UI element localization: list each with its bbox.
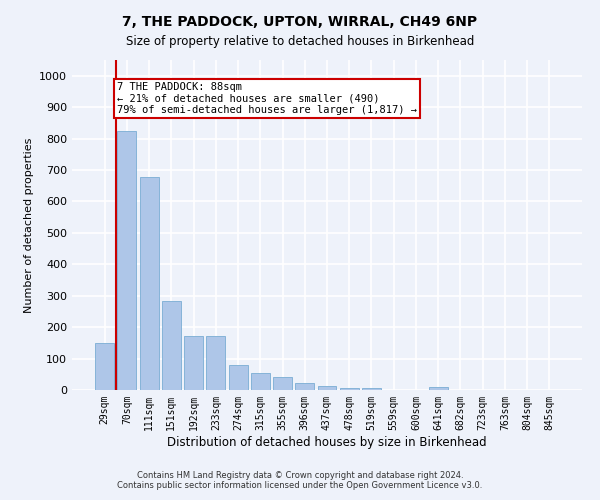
Y-axis label: Number of detached properties: Number of detached properties <box>23 138 34 312</box>
Bar <box>206 336 225 390</box>
Text: Contains HM Land Registry data © Crown copyright and database right 2024.
Contai: Contains HM Land Registry data © Crown c… <box>118 470 482 490</box>
Text: 7, THE PADDOCK, UPTON, WIRRAL, CH49 6NP: 7, THE PADDOCK, UPTON, WIRRAL, CH49 6NP <box>122 15 478 29</box>
Bar <box>140 177 158 390</box>
Bar <box>162 301 181 390</box>
Bar <box>184 336 203 390</box>
Bar <box>317 386 337 390</box>
Text: 7 THE PADDOCK: 88sqm
← 21% of detached houses are smaller (490)
79% of semi-deta: 7 THE PADDOCK: 88sqm ← 21% of detached h… <box>117 82 417 115</box>
Text: Size of property relative to detached houses in Birkenhead: Size of property relative to detached ho… <box>126 35 474 48</box>
X-axis label: Distribution of detached houses by size in Birkenhead: Distribution of detached houses by size … <box>167 436 487 448</box>
Bar <box>251 372 270 390</box>
Bar <box>95 344 114 390</box>
Bar <box>295 383 314 390</box>
Bar <box>229 365 248 390</box>
Bar <box>429 387 448 390</box>
Bar <box>273 378 292 390</box>
Bar <box>118 130 136 390</box>
Bar <box>340 388 359 390</box>
Bar <box>362 388 381 390</box>
